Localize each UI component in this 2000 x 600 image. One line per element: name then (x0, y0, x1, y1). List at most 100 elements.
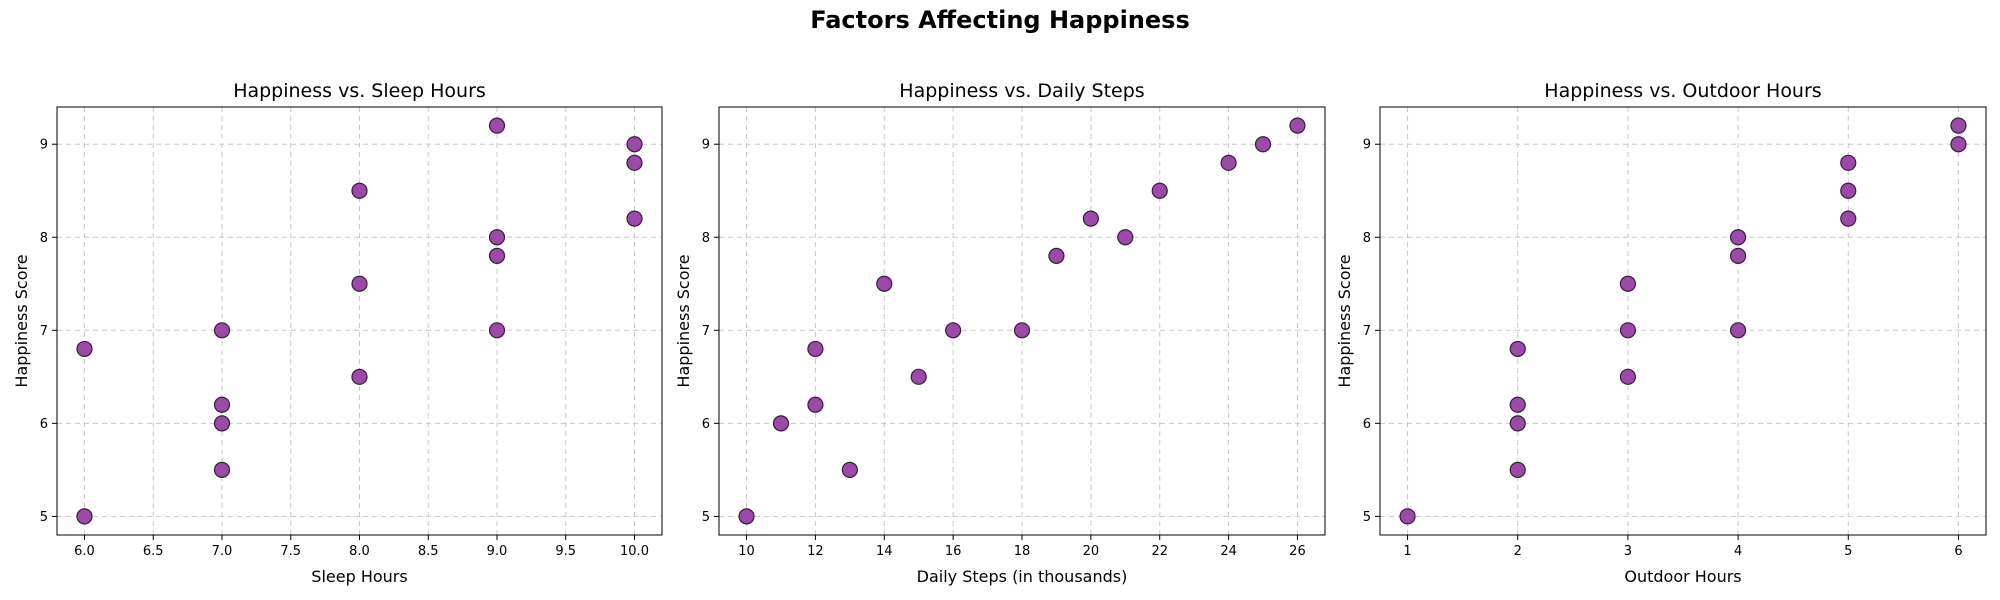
sleep-hours-data-point (626, 154, 643, 171)
sleep-hours-x-tick-label: 6.0 (74, 544, 95, 559)
sleep-hours-data-point (626, 136, 643, 153)
daily-steps-data-point (945, 322, 962, 339)
sleep-hours-x-tick-label: 9.0 (487, 544, 508, 559)
sleep-hours-x-tick-label: 7.0 (212, 544, 233, 559)
outdoor-hours-data-point (1729, 229, 1747, 246)
daily-steps-x-tick-label: 22 (1151, 544, 1168, 559)
sleep-hours-data-point (488, 247, 506, 264)
outdoor-hours-data-point (1619, 322, 1637, 339)
sleep-hours-y-axis-label: Happiness Score (12, 254, 31, 387)
outdoor-hours-data-point (1950, 136, 1967, 153)
daily-steps-data-point (1254, 136, 1272, 153)
outdoor-hours-data-point (1840, 182, 1857, 199)
outdoor-hours-data-point (1509, 340, 1526, 358)
sleep-hours-y-tick-label: 9 (40, 138, 48, 153)
daily-steps-data-point (1151, 182, 1168, 199)
outdoor-hours-plot-frame (1379, 106, 1987, 536)
outdoor-hours-x-tick-label: 3 (1624, 544, 1632, 559)
daily-steps-x-tick-label: 12 (807, 544, 824, 559)
outdoor-hours-data-point (1509, 396, 1526, 413)
daily-steps-data-point (841, 461, 858, 478)
sleep-hours-data-point (351, 368, 368, 385)
daily-steps-data-point (738, 508, 755, 525)
sleep-hours-scatter-panel: Happiness vs. Sleep Hours 6.0 6.5 7.0 7.5 8.0… (12, 80, 663, 586)
daily-steps-data-point (1117, 229, 1134, 246)
sleep-hours-data-point (213, 322, 231, 339)
figure-title: Factors Affecting Happiness (810, 6, 1190, 34)
outdoor-hours-data-point (1619, 275, 1637, 292)
daily-steps-data-point (910, 368, 927, 385)
sleep-hours-data-point (488, 117, 506, 134)
outdoor-hours-x-tick-label: 5 (1844, 544, 1852, 559)
sleep-hours-y-tick-label: 7 (40, 324, 48, 339)
sleep-hours-data-point (76, 340, 93, 358)
outdoor-hours-data-point (1950, 117, 1967, 134)
daily-steps-y-tick-label: 5 (702, 510, 710, 525)
outdoor-hours-data-point (1509, 461, 1526, 478)
daily-steps-data-point (807, 340, 824, 358)
sleep-hours-x-tick-label: 8.5 (418, 544, 439, 559)
daily-steps-y-tick-label: 7 (702, 324, 710, 339)
sleep-hours-data-point (213, 415, 231, 432)
daily-steps-x-tick-label: 14 (876, 544, 893, 559)
outdoor-hours-y-tick-label: 6 (1363, 417, 1371, 432)
outdoor-hours-x-tick-label: 6 (1954, 544, 1962, 559)
sleep-hours-x-axis-label: Sleep Hours (311, 567, 407, 586)
outdoor-hours-x-tick-label: 2 (1514, 544, 1522, 559)
outdoor-hours-x-tick-label: 4 (1734, 544, 1742, 559)
daily-steps-data-point (876, 275, 893, 292)
outdoor-hours-data-point (1840, 154, 1857, 171)
sleep-hours-data-point (626, 210, 643, 227)
outdoor-hours-y-tick-label: 7 (1363, 324, 1371, 339)
outdoor-hours-data-point (1509, 415, 1526, 432)
daily-steps-x-axis-label: Daily Steps (in thousands) (917, 567, 1128, 586)
sleep-hours-y-tick-label: 8 (40, 231, 48, 246)
outdoor-hours-chart-title: Happiness vs. Outdoor Hours (1544, 80, 1821, 102)
sleep-hours-x-tick-label: 10.0 (620, 544, 649, 559)
daily-steps-chart-title: Happiness vs. Daily Steps (899, 80, 1144, 102)
daily-steps-data-point (807, 396, 824, 413)
daily-steps-data-point (1289, 117, 1306, 134)
sleep-hours-data-point (488, 229, 506, 246)
sleep-hours-data-point (351, 275, 368, 292)
outdoor-hours-y-tick-label: 8 (1363, 231, 1371, 246)
sleep-hours-data-point (488, 322, 506, 339)
sleep-hours-x-tick-label: 9.5 (555, 544, 576, 559)
daily-steps-y-tick-label: 9 (702, 138, 710, 153)
outdoor-hours-y-tick-label: 9 (1363, 138, 1371, 153)
outdoor-hours-data-point (1619, 368, 1637, 385)
daily-steps-data-point (772, 415, 790, 432)
outdoor-hours-x-axis-label: Outdoor Hours (1624, 567, 1741, 586)
outdoor-hours-data-point (1399, 508, 1416, 525)
daily-steps-x-tick-label: 26 (1289, 544, 1306, 559)
daily-steps-data-point (1082, 210, 1099, 227)
daily-steps-x-tick-label: 18 (1014, 544, 1031, 559)
daily-steps-x-tick-label: 20 (1083, 544, 1100, 559)
sleep-hours-data-point (351, 182, 368, 199)
sleep-hours-x-tick-label: 7.5 (280, 544, 301, 559)
sleep-hours-chart-title: Happiness vs. Sleep Hours (233, 80, 486, 102)
daily-steps-data-point (1220, 154, 1237, 171)
outdoor-hours-data-point (1729, 247, 1747, 264)
sleep-hours-y-tick-label: 6 (40, 417, 48, 432)
sleep-hours-x-tick-label: 6.5 (143, 544, 164, 559)
daily-steps-scatter-panel: Happiness vs. Daily Steps 10 12 14 16 18 20 22 2… (674, 80, 1326, 586)
daily-steps-data-point (1048, 247, 1065, 264)
daily-steps-x-tick-label: 24 (1220, 544, 1237, 559)
daily-steps-data-point (1013, 322, 1031, 339)
daily-steps-y-tick-label: 6 (702, 417, 710, 432)
sleep-hours-data-point (76, 508, 93, 525)
outdoor-hours-y-axis-label: Happiness Score (1335, 254, 1354, 387)
daily-steps-x-tick-label: 10 (738, 544, 755, 559)
sleep-hours-data-point (213, 461, 231, 478)
daily-steps-y-tick-label: 8 (702, 231, 710, 246)
sleep-hours-x-tick-label: 8.0 (349, 544, 370, 559)
outdoor-hours-data-point (1729, 322, 1747, 339)
outdoor-hours-data-point (1840, 210, 1857, 227)
outdoor-hours-y-tick-label: 5 (1363, 510, 1371, 525)
outdoor-hours-x-tick-label: 1 (1403, 544, 1411, 559)
sleep-hours-y-tick-label: 5 (40, 510, 48, 525)
outdoor-hours-scatter-panel: Happiness vs. Outdoor Hours 1 2 3 4 5 6 5 6 7 8 9 Ou… (1335, 80, 1987, 586)
daily-steps-x-tick-label: 16 (945, 544, 962, 559)
